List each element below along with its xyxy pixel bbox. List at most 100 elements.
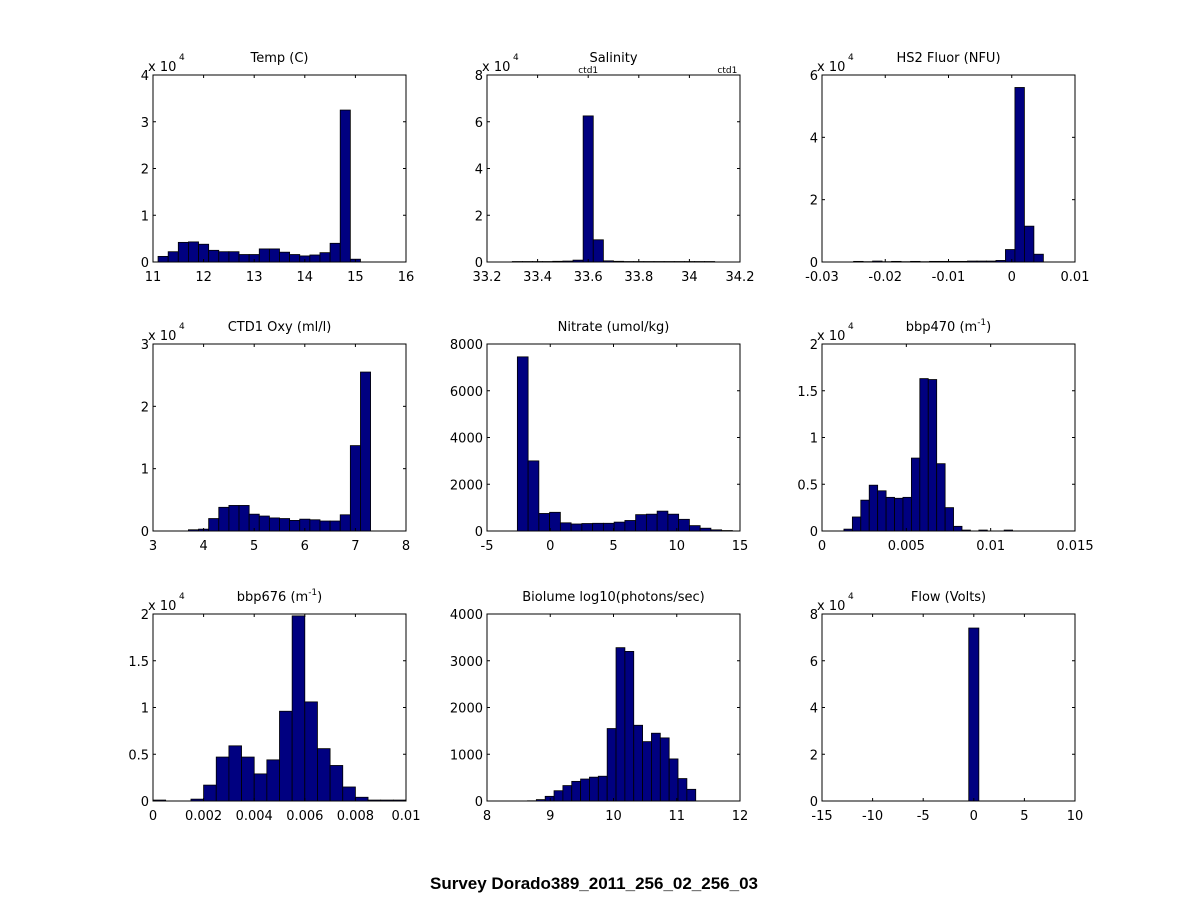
histogram-bar bbox=[606, 728, 617, 802]
histogram-bar bbox=[582, 115, 594, 263]
x-tick-label: 4 bbox=[199, 539, 207, 554]
y-tick-label: 1.5 bbox=[128, 655, 149, 670]
histogram-bar bbox=[1003, 529, 1013, 532]
histogram-bar bbox=[677, 778, 688, 802]
y-exponent-power: 4 bbox=[179, 592, 185, 602]
histogram-bar bbox=[910, 260, 921, 263]
histogram-bar bbox=[279, 518, 291, 532]
histogram-bar bbox=[651, 732, 661, 802]
histogram-bar bbox=[645, 513, 658, 532]
y-exponent-label: x 10 bbox=[817, 60, 845, 75]
y-tick-label: 0.5 bbox=[797, 478, 818, 493]
x-tick-label: 12 bbox=[195, 270, 212, 285]
histogram-bar bbox=[642, 741, 652, 802]
y-tick-label: 1.5 bbox=[797, 385, 818, 400]
x-tick-label: 12 bbox=[732, 809, 749, 824]
y-exponent-power: 4 bbox=[513, 53, 519, 63]
figure-supertitle: Survey Dorado389_2011_256_02_256_03 bbox=[430, 874, 758, 893]
y-tick-label: 6 bbox=[810, 655, 818, 670]
histogram-bar bbox=[678, 518, 690, 532]
x-tick-label: 0.01 bbox=[392, 809, 421, 824]
histogram-bar bbox=[615, 647, 626, 802]
y-exponent-power: 4 bbox=[848, 53, 854, 63]
y-tick-label: 0 bbox=[141, 256, 149, 271]
x-tick-label: 0 bbox=[818, 539, 826, 554]
y-tick-label: 0 bbox=[810, 525, 818, 540]
histogram-bar bbox=[289, 520, 301, 532]
histogram-panel: 8 9 10 11 12 0 1000 2000 3000 4000 Biolume log10(p… bbox=[450, 590, 748, 824]
histogram-bar bbox=[238, 254, 250, 263]
histogram-bar bbox=[167, 251, 179, 263]
histogram-bar bbox=[699, 527, 712, 532]
panel-title: Biolume log10(photons/sec) bbox=[522, 590, 704, 605]
histogram-bar bbox=[552, 260, 564, 263]
x-tick-label: 33.4 bbox=[523, 270, 552, 285]
x-tick-label: 5 bbox=[609, 539, 617, 554]
x-tick-label: 0.004 bbox=[236, 809, 273, 824]
x-tick-label: 14 bbox=[297, 270, 314, 285]
x-tick-label: 6 bbox=[301, 539, 309, 554]
histogram-bar bbox=[1024, 225, 1035, 263]
histogram-bar bbox=[329, 242, 341, 263]
y-tick-label: 0.5 bbox=[128, 748, 149, 763]
plot-area bbox=[152, 74, 407, 263]
y-exponent-label: x 10 bbox=[148, 599, 176, 614]
plot-area bbox=[486, 74, 741, 263]
x-tick-label: 10 bbox=[605, 809, 622, 824]
y-tick-label: 4 bbox=[475, 163, 483, 178]
y-tick-label: 3000 bbox=[450, 655, 483, 670]
histogram-bar bbox=[279, 251, 291, 263]
histogram-bar bbox=[613, 260, 625, 263]
histogram-bar bbox=[995, 260, 1006, 263]
histogram-bar bbox=[919, 378, 929, 532]
histogram-bar bbox=[215, 756, 230, 802]
y-tick-label: 4 bbox=[810, 131, 818, 146]
y-exponent-power: 4 bbox=[848, 322, 854, 332]
histogram-bar bbox=[686, 788, 697, 802]
histogram-bar bbox=[559, 522, 572, 532]
histogram-bar bbox=[538, 513, 551, 532]
y-tick-label: 2 bbox=[141, 163, 149, 178]
histogram-bar bbox=[710, 529, 723, 532]
x-tick-label: 16 bbox=[398, 270, 415, 285]
histogram-bar bbox=[944, 507, 954, 532]
histogram-bar bbox=[279, 710, 293, 802]
histogram-bar bbox=[976, 260, 987, 263]
plot-annotation: ctd1 bbox=[578, 66, 598, 76]
histogram-bar bbox=[241, 756, 255, 802]
histogram-bar bbox=[872, 260, 883, 263]
histogram-bar bbox=[927, 379, 938, 532]
histogram-bar bbox=[258, 515, 270, 532]
panel-title: Flow (Volts) bbox=[911, 590, 986, 605]
histogram-bar bbox=[342, 786, 356, 802]
histogram-bar bbox=[266, 759, 280, 802]
y-tick-label: 3 bbox=[141, 338, 149, 353]
histogram-bar bbox=[986, 260, 997, 263]
y-tick-label: 0 bbox=[475, 256, 483, 271]
x-tick-label: 7 bbox=[351, 539, 359, 554]
histogram-bar bbox=[659, 737, 670, 802]
y-tick-label: 2 bbox=[475, 209, 483, 224]
histogram-bar bbox=[633, 724, 643, 802]
panel-title: bbp470 (m-1) bbox=[906, 318, 992, 335]
y-tick-label: 1 bbox=[141, 209, 149, 224]
x-tick-label: 0 bbox=[546, 539, 554, 554]
y-tick-label: 2 bbox=[141, 400, 149, 415]
panel-title-text: Flow (Volts) bbox=[911, 590, 986, 605]
x-tick-label: 0 bbox=[1008, 270, 1016, 285]
histogram-bar bbox=[1014, 87, 1025, 263]
histogram-bar bbox=[885, 496, 895, 532]
histogram-bar bbox=[339, 514, 351, 532]
histogram-bar bbox=[380, 799, 394, 802]
y-tick-label: 1 bbox=[141, 463, 149, 478]
x-tick-label: -15 bbox=[811, 809, 832, 824]
histogram-bar bbox=[309, 519, 321, 532]
x-tick-label: 0.01 bbox=[976, 539, 1005, 554]
y-tick-label: 2 bbox=[810, 338, 818, 353]
histogram-bar bbox=[635, 514, 647, 532]
histogram-bar bbox=[268, 248, 280, 263]
x-tick-label: -5 bbox=[917, 809, 930, 824]
panel-title: Salinity bbox=[589, 51, 637, 66]
histogram-bar bbox=[624, 520, 637, 532]
